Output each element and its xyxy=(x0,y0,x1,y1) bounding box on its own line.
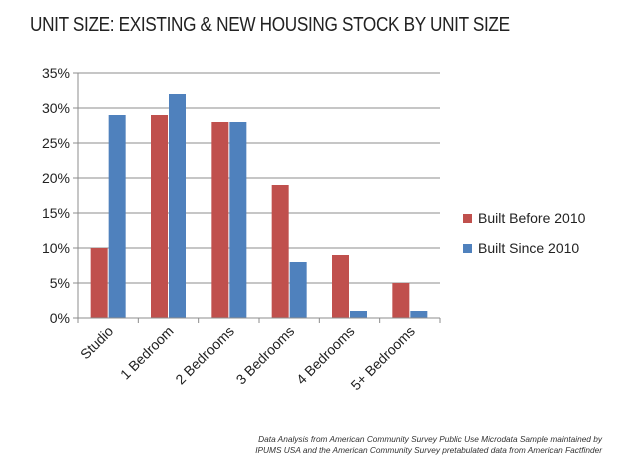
x-tick-label: 4 Bedrooms xyxy=(293,323,358,388)
bar xyxy=(151,115,168,318)
y-tick-label: 10% xyxy=(42,240,70,256)
x-tick-label: 5+ Bedrooms xyxy=(347,323,417,393)
bar xyxy=(229,122,247,318)
y-tick-label: 5% xyxy=(50,275,70,291)
bar xyxy=(108,115,126,318)
source-note-line-2: IPUMS USA and the American Community Sur… xyxy=(255,445,602,455)
x-tick-label: 2 Bedrooms xyxy=(172,323,237,388)
legend-label: Built Before 2010 xyxy=(478,210,586,226)
legend-label: Built Since 2010 xyxy=(478,240,579,256)
bar xyxy=(392,283,410,318)
bar xyxy=(211,122,229,318)
legend-swatch xyxy=(463,244,472,253)
bar xyxy=(410,311,428,318)
bar xyxy=(271,185,289,318)
source-note-line-1: Data Analysis from American Community Su… xyxy=(258,434,602,444)
y-tick-label: 25% xyxy=(42,135,70,151)
legend-swatch xyxy=(463,214,472,223)
y-tick-label: 15% xyxy=(42,205,70,221)
x-tick-label: Studio xyxy=(77,323,117,363)
x-tick-label: 1 Bedroom xyxy=(117,323,177,383)
x-tick-label: 3 Bedrooms xyxy=(233,323,298,388)
y-tick-label: 35% xyxy=(42,65,70,81)
bar xyxy=(90,248,108,318)
bar xyxy=(169,94,186,318)
bar xyxy=(332,255,349,318)
bar xyxy=(289,262,307,318)
y-tick-label: 0% xyxy=(50,310,70,326)
bar xyxy=(350,311,367,318)
y-tick-label: 30% xyxy=(42,100,70,116)
y-tick-label: 20% xyxy=(42,170,70,186)
chart-title: UNIT SIZE: EXISTING & NEW HOUSING STOCK … xyxy=(30,14,510,36)
source-note: Data Analysis from American Community Su… xyxy=(202,434,602,456)
